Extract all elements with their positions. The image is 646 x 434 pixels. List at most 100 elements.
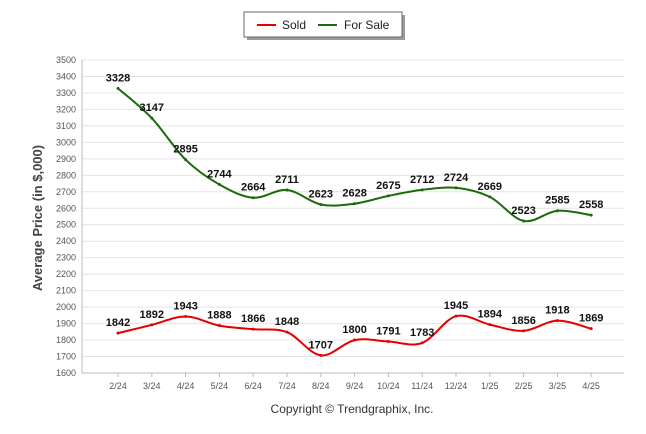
x-tick-label: 11/24 — [411, 381, 433, 391]
data-label-for-sale: 2712 — [410, 174, 434, 186]
data-label-sold: 1888 — [207, 310, 231, 322]
data-label-for-sale: 3328 — [106, 72, 130, 84]
x-tick-label: 10/24 — [377, 381, 400, 391]
data-point-for-sale — [589, 213, 593, 217]
x-tick-label: 8/24 — [312, 381, 330, 391]
y-tick-label: 3000 — [56, 137, 76, 147]
data-label-for-sale: 2664 — [241, 182, 266, 194]
y-tick-label: 2100 — [56, 286, 76, 296]
data-point-sold — [251, 327, 255, 331]
data-point-sold — [488, 323, 492, 327]
data-label-sold: 1866 — [241, 313, 265, 325]
data-label-for-sale: 2895 — [173, 144, 197, 156]
copyright-credit: Copyright © Trendgraphix, Inc. — [271, 402, 434, 416]
x-tick-label: 2/24 — [109, 381, 127, 391]
y-tick-label: 3200 — [56, 104, 76, 114]
data-point-sold — [184, 314, 188, 318]
data-point-for-sale — [285, 188, 289, 192]
y-tick-label: 2300 — [56, 253, 76, 263]
y-tick-label: 2500 — [56, 220, 76, 230]
data-label-for-sale: 2523 — [511, 205, 535, 217]
data-point-for-sale — [353, 202, 357, 206]
data-point-for-sale — [319, 202, 323, 206]
y-axis-title: Average Price (in $,000) — [30, 145, 45, 291]
x-tick-label: 9/24 — [346, 381, 364, 391]
data-label-for-sale: 2669 — [478, 181, 502, 193]
x-tick-label: 3/25 — [549, 381, 567, 391]
axes: 1600 1700 1800 1900 2000 2100 2200 2300 2400 2500… — [56, 55, 624, 391]
x-tick-label: 1/25 — [481, 381, 499, 391]
data-label-for-sale: 3147 — [140, 102, 164, 114]
y-tick-label: 3400 — [56, 71, 76, 81]
grid — [82, 59, 624, 374]
data-label-sold: 1869 — [579, 313, 603, 325]
data-point-sold — [285, 330, 289, 334]
y-tick-label: 2200 — [56, 269, 76, 279]
x-tick-label: 6/24 — [244, 381, 262, 391]
data-label-for-sale: 2585 — [545, 195, 569, 207]
data-point-for-sale — [217, 183, 221, 187]
x-tick-label: 3/24 — [143, 381, 161, 391]
y-tick-label: 2800 — [56, 170, 76, 180]
x-tick-label: 7/24 — [278, 381, 296, 391]
data-point-sold — [420, 341, 424, 345]
x-tick-label: 2/25 — [515, 381, 533, 391]
y-tick-label: 2700 — [56, 187, 76, 197]
data-labels: 1842 1892 1943 1888 1866 1848 1707 1800 1791 1783… — [106, 72, 604, 351]
data-point-for-sale — [386, 194, 390, 198]
y-tick-label: 1800 — [56, 335, 76, 345]
y-tick-label: 1600 — [56, 368, 76, 378]
data-point-sold — [150, 323, 154, 327]
data-point-sold — [353, 338, 357, 342]
y-tick-label: 3100 — [56, 121, 76, 131]
data-label-sold: 1707 — [309, 339, 333, 351]
data-point-sold — [319, 353, 323, 357]
data-point-sold — [217, 324, 221, 328]
data-label-sold: 1945 — [444, 300, 468, 312]
data-label-for-sale: 2675 — [376, 180, 400, 192]
x-tick-label: 4/25 — [582, 381, 600, 391]
data-label-for-sale: 2744 — [207, 169, 232, 181]
data-point-for-sale — [184, 158, 188, 162]
data-label-sold: 1842 — [106, 317, 130, 329]
data-label-for-sale: 2623 — [309, 188, 333, 200]
x-tick-label: 12/24 — [445, 381, 468, 391]
data-point-for-sale — [116, 86, 120, 90]
y-tick-label: 2400 — [56, 236, 76, 246]
data-point-sold — [386, 340, 390, 344]
y-tick-label: 1900 — [56, 319, 76, 329]
data-label-for-sale: 2628 — [342, 188, 366, 200]
data-point-for-sale — [150, 116, 154, 120]
data-label-for-sale: 2558 — [579, 199, 603, 211]
data-label-for-sale: 2711 — [275, 174, 299, 186]
data-point-sold — [522, 329, 526, 333]
series-lines — [116, 86, 593, 357]
legend: Sold For Sale — [243, 11, 405, 40]
data-point-for-sale — [488, 195, 492, 199]
data-point-for-sale — [454, 186, 458, 190]
y-tick-label: 2600 — [56, 203, 76, 213]
x-tick-label: 4/24 — [177, 381, 195, 391]
data-point-sold — [454, 314, 458, 318]
legend-label-sold: Sold — [282, 18, 306, 32]
data-point-sold — [116, 331, 120, 335]
data-point-sold — [555, 319, 559, 323]
data-label-sold: 1783 — [410, 327, 434, 339]
y-tick-label: 3300 — [56, 88, 76, 98]
data-label-sold: 1892 — [140, 309, 164, 321]
data-label-sold: 1856 — [511, 315, 535, 327]
data-label-sold: 1791 — [376, 326, 400, 338]
data-label-sold: 1800 — [342, 324, 366, 336]
data-label-sold: 1943 — [173, 300, 197, 312]
data-label-sold: 1894 — [478, 309, 503, 321]
legend-label-for-sale: For Sale — [344, 18, 390, 32]
data-label-for-sale: 2724 — [444, 172, 469, 184]
y-tick-label: 1700 — [56, 352, 76, 362]
x-tick-label: 5/24 — [211, 381, 229, 391]
data-point-for-sale — [522, 219, 526, 223]
y-tick-label: 2000 — [56, 302, 76, 312]
data-label-sold: 1848 — [275, 316, 299, 328]
data-point-sold — [589, 327, 593, 331]
y-tick-label: 3500 — [56, 55, 76, 65]
